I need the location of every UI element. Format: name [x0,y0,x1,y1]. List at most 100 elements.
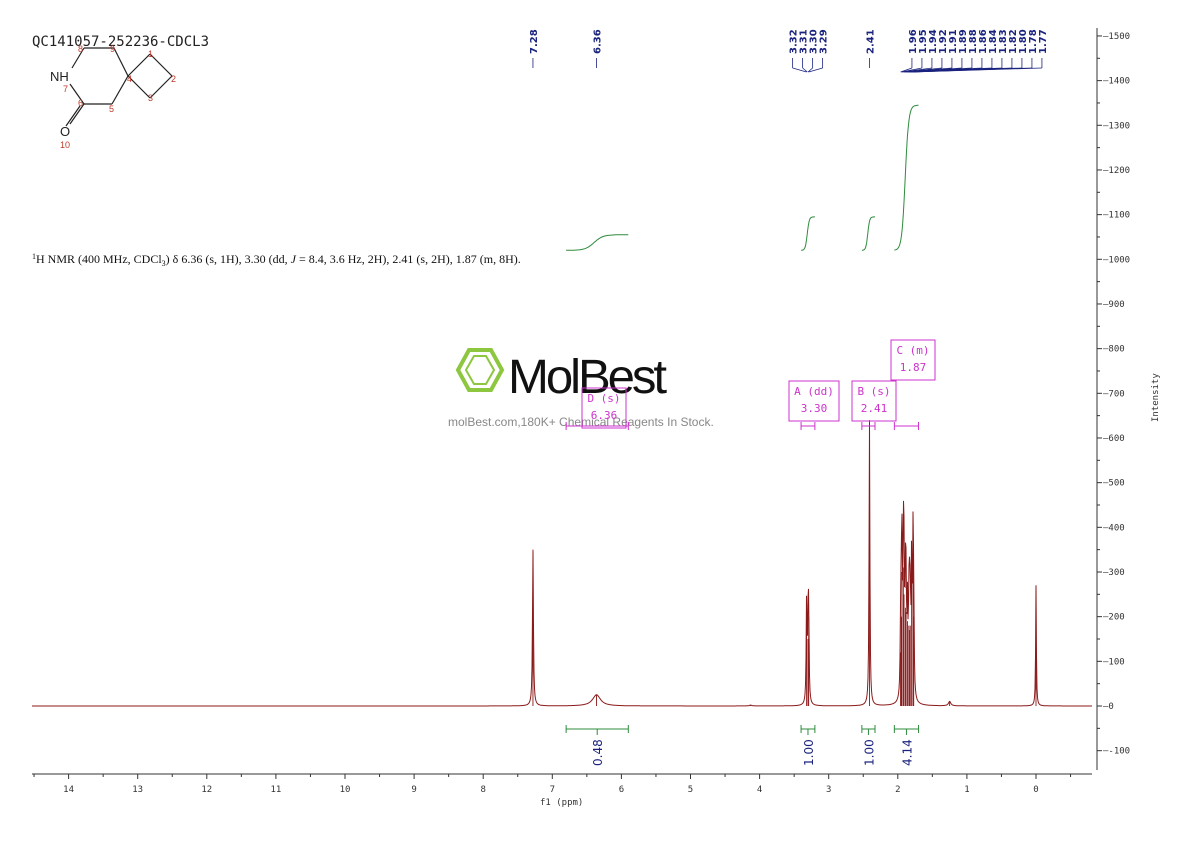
x-tick-label: 7 [550,785,555,795]
integral-curve [801,216,815,251]
bond [149,53,173,77]
atom-label: 9 [110,44,115,54]
multiplet-shift: 1.87 [900,361,927,374]
bond [69,83,85,105]
sample-id-title: QC141057-252236-CDCL3 [32,34,209,50]
x-axis: 14 13 12 11 10 9 8 7 6 5 4 3 2 1 0 [32,773,1092,795]
atom-label: 2 [171,74,176,84]
integral-curve [861,216,875,251]
peak-label: 1.80 [1018,29,1029,54]
peak-label-leader [913,67,1042,73]
integral-value: 1.00 [862,739,876,766]
multiplet-box [851,380,897,422]
peak-label: 1.89 [958,29,969,54]
peak-labels: 7.28 6.36 3.32 3.31 3.30 3.29 2.41 1.96 1.95 1.94… [529,29,1049,73]
atom-label: 4 [127,74,132,84]
bond [127,53,151,77]
bond [71,47,85,69]
plot-area [32,420,1092,707]
peak-label: 1.78 [1028,29,1039,54]
bond [65,105,81,127]
peak-label: 3.29 [819,29,830,54]
right-axis-title: Intensity [1151,373,1161,422]
peak-label-leader [807,67,813,73]
atom-label: 6 [78,98,83,108]
y-tick-label: –-100 [1103,747,1130,757]
y-tick-label: –1500 [1103,32,1130,42]
y-axis: –1500 –1400 –1300 –1200 –1100 –1000 –900 –800 –7… [1096,28,1130,770]
atom-label: 1 [148,49,153,59]
atom-label: 8 [78,44,83,54]
atom-label: O [60,124,70,139]
peak-label: 1.84 [988,29,999,54]
peak-label: 2.41 [865,29,876,54]
peak-label: 1.91 [948,29,959,54]
x-tick-label: 10 [340,785,351,795]
multiplet-boxes: D (s) 6.36 A (dd) 3.30 B (s) 2.41 C (m) 1.87 [565,339,936,430]
x-tick-label: 1 [964,785,969,795]
nmr-text-b: ) δ 6.36 (s, 1H), 3.30 (dd, [166,252,291,266]
benzene-logo-icon [455,348,505,392]
multiplet-box [581,387,627,429]
logo-hexagon [455,348,505,392]
peak-label: 1.94 [928,29,939,54]
integral-value: 0.48 [591,739,605,766]
y-tick-label: –100 [1103,657,1125,667]
spectrum-line [32,420,1092,707]
multiplet-box [788,380,840,422]
integral-value: 1.00 [802,739,816,766]
y-tick-label: –700 [1103,389,1125,399]
x-tick-label: 6 [619,785,624,795]
y-tick-label: –900 [1103,300,1125,310]
y-tick-label: –1400 [1103,77,1130,87]
multiplet-label: B (s) [857,385,890,398]
atom-label: 10 [60,140,70,150]
multiplet-box [890,339,936,381]
integrals: 0.48 1.00 1.00 4.14 [565,104,920,766]
peak-label: 1.77 [1038,29,1049,54]
peak-label: 6.36 [593,29,604,54]
y-tick-label: –1200 [1103,166,1130,176]
atom-label: 5 [109,104,114,114]
peak-label-leader [900,67,913,73]
y-tick-label: –500 [1103,479,1125,489]
integral-curve [566,234,629,251]
x-tick-label: 5 [688,785,693,795]
multiplet-shift: 6.36 [591,409,618,422]
x-tick-label: 14 [63,785,74,795]
molecular-structure [65,47,173,127]
peak-label: 1.83 [998,29,1009,54]
integral-value: 4.14 [900,739,914,766]
atom-label: NH [50,69,69,84]
nmr-text-j: J [291,252,297,266]
x-tick-label: 0 [1033,785,1038,795]
y-tick-label: –200 [1103,613,1125,623]
x-tick-label: 8 [480,785,485,795]
peak-label: 3.30 [809,29,820,54]
multiplet-shift: 3.30 [801,402,828,415]
x-tick-label: 13 [132,785,143,795]
nmr-text-a: H NMR (400 MHz, CDCl [36,252,162,266]
bond [111,75,129,105]
peak-label: 1.95 [918,29,929,54]
peak-label-leader [802,67,808,73]
x-tick-label: 2 [895,785,900,795]
peak-label-leader [808,67,823,73]
atom-label: 7 [63,84,68,94]
multiplet-label: A (dd) [794,385,834,398]
y-tick-label: –1300 [1103,121,1130,131]
nmr-summary: 1H NMR (400 MHz, CDCl3) δ 6.36 (s, 1H), … [32,252,521,268]
bond [113,47,129,77]
peak-label: 1.86 [978,29,989,54]
peak-label-leader [792,67,807,73]
watermark: MolBest molBest.com,180K+ Chemical Reage… [448,348,714,429]
peak-label: 7.28 [529,29,540,54]
y-tick-label: –1100 [1103,211,1130,221]
y-tick-label: –400 [1103,523,1125,533]
integral-curve [894,104,919,251]
watermark-tagline: molBest.com,180K+ Chemical Reagents In S… [448,415,714,429]
y-tick-label: –300 [1103,568,1125,578]
multiplet-shift: 2.41 [861,402,888,415]
peak-label: 1.92 [938,29,949,54]
